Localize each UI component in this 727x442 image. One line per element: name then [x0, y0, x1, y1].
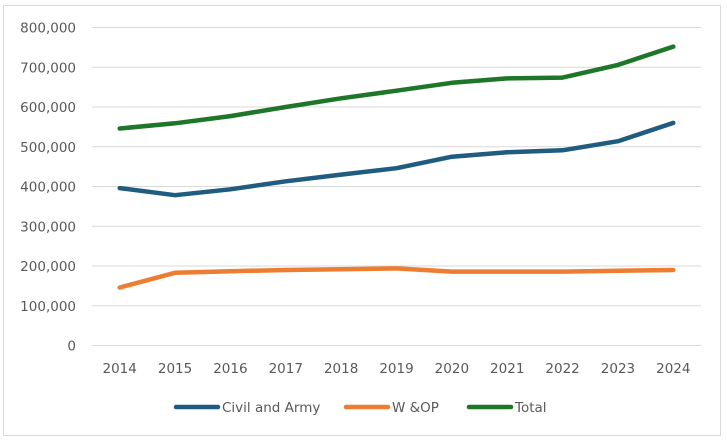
y-tick-label: 800,000 [20, 21, 76, 37]
series-line-1 [117, 266, 676, 290]
x-tick-label: 2014 [103, 361, 137, 377]
y-tick-label: 700,000 [20, 60, 76, 76]
legend-label: Total [514, 400, 547, 416]
y-tick-label: 600,000 [20, 100, 76, 116]
chart-area [3, 5, 721, 436]
gridlines [92, 27, 701, 346]
series-line-2 [117, 44, 676, 131]
series-line-0 [117, 120, 676, 198]
x-tick-label: 2023 [601, 361, 635, 377]
legend-item: W &OP [343, 400, 439, 416]
y-tick-label: 300,000 [20, 219, 76, 235]
legend-item: Civil and Army [173, 400, 320, 416]
x-tick-label: 2017 [269, 361, 303, 377]
legend-label: Civil and Army [222, 400, 320, 416]
x-tick-label: 2020 [435, 361, 469, 377]
legend: Civil and Army W &OP Total [173, 400, 547, 416]
legend-item: Total [466, 400, 547, 416]
y-axis-ticks: 0 100,000 200,000 300,000 400,000 500,000 600,… [20, 21, 76, 355]
y-tick-label: 100,000 [20, 299, 76, 315]
x-tick-label: 2024 [656, 361, 690, 377]
y-tick-label: 200,000 [20, 259, 76, 275]
x-tick-label: 2019 [379, 361, 413, 377]
y-tick-label: 400,000 [20, 180, 76, 196]
x-tick-label: 2018 [324, 361, 358, 377]
legend-label: W &OP [392, 400, 439, 416]
y-tick-label: 0 [67, 339, 76, 355]
y-tick-label: 500,000 [20, 140, 76, 156]
x-tick-label: 2022 [545, 361, 579, 377]
x-tick-label: 2021 [490, 361, 524, 377]
series-lines [117, 44, 676, 290]
x-tick-label: 2016 [213, 361, 247, 377]
x-tick-label: 2015 [158, 361, 192, 377]
x-axis-ticks: 2014 2015 2016 2017 2018 2019 2020 2021 2022 2023… [103, 361, 691, 377]
